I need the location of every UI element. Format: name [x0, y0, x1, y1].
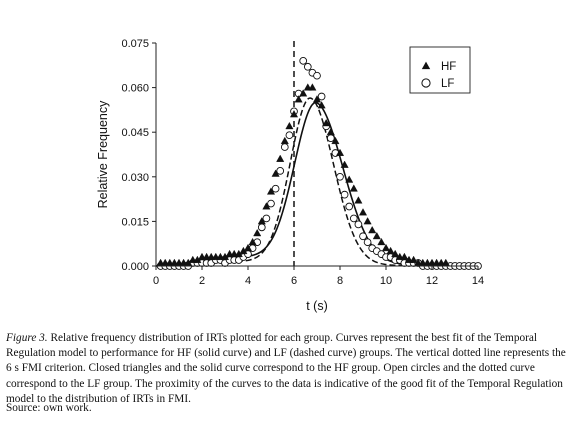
- hf-point: [299, 89, 308, 97]
- hf-point: [276, 154, 285, 162]
- x-tick-label: 0: [153, 275, 159, 287]
- x-axis-title: t (s): [306, 299, 328, 313]
- hf-point: [349, 184, 358, 192]
- x-tick-label: 6: [291, 275, 297, 287]
- lf-point: [276, 167, 285, 175]
- y-tick-label: 0.060: [121, 83, 149, 95]
- hf-point: [340, 160, 349, 168]
- y-tick-label: 0.000: [121, 261, 149, 273]
- hf-point: [400, 252, 409, 261]
- hf-point: [372, 231, 381, 240]
- legend-lf-marker: [421, 78, 431, 88]
- lf-point: [354, 220, 363, 229]
- y-tick-label: 0.015: [121, 216, 149, 228]
- hf-point: [381, 243, 391, 252]
- hf-point: [322, 118, 331, 127]
- hf-point: [312, 95, 322, 103]
- hf-point: [358, 208, 368, 216]
- hf-point: [248, 237, 257, 246]
- hf-point: [308, 83, 317, 91]
- lf-point: [349, 214, 358, 223]
- x-tick-label: 14: [472, 275, 484, 287]
- legend-hf-label: HF: [441, 61, 456, 73]
- legend-hf-marker: [421, 61, 431, 70]
- hf-point: [266, 187, 276, 195]
- lf-point: [257, 223, 266, 232]
- legend-box: [409, 46, 471, 94]
- lf-point: [267, 199, 275, 208]
- lf-point: [262, 214, 271, 223]
- x-tick-label: 12: [426, 275, 438, 287]
- relative-frequency-chart: 0 2 4 6 8 10 12 14 0.000 0.015 0.030 0.045 0.060 0.07…: [96, 38, 484, 313]
- hf-point: [326, 127, 335, 136]
- lf-point: [313, 71, 321, 80]
- hf-point: [335, 148, 345, 156]
- legend-lf-label: LF: [441, 78, 454, 90]
- lf-point: [299, 56, 308, 65]
- lf-point: [285, 131, 294, 140]
- lf-point: [345, 202, 354, 211]
- x-tick-label: 4: [245, 275, 251, 287]
- figure-caption: Figure 3. Relative frequency distributio…: [6, 331, 574, 407]
- lf-fit-curve: [155, 97, 478, 267]
- hf-point: [386, 246, 395, 255]
- hf-point: [243, 243, 253, 252]
- lf-point: [326, 134, 335, 142]
- hf-point: [289, 110, 299, 118]
- hf-point: [345, 175, 354, 183]
- hf-fit-curve: [155, 101, 478, 267]
- y-tick-label: 0.030: [121, 172, 149, 184]
- hf-point: [257, 217, 266, 225]
- hf-point: [285, 121, 294, 130]
- hf-point: [280, 136, 289, 145]
- hf-point: [363, 217, 372, 225]
- hf-point: [253, 228, 262, 237]
- hf-point: [317, 101, 326, 109]
- hf-point: [377, 237, 386, 246]
- x-tick-label: 8: [337, 275, 343, 287]
- lf-point: [363, 238, 372, 247]
- hf-point: [294, 95, 303, 103]
- figure-label: Figure 3.: [6, 332, 48, 344]
- caption-text: Relative frequency distribution of IRTs …: [6, 332, 566, 405]
- y-tick-label: 0.045: [121, 127, 149, 139]
- source-note: Source: own work.: [6, 402, 92, 414]
- lf-point: [280, 143, 289, 151]
- hf-point: [409, 255, 418, 263]
- lf-point: [340, 190, 349, 199]
- lf-point: [359, 232, 367, 241]
- hf-point: [354, 196, 363, 204]
- lf-point: [271, 184, 280, 193]
- hf-point: [368, 226, 377, 234]
- hf-point: [391, 249, 400, 258]
- lf-point: [317, 92, 326, 101]
- hf-point: [331, 136, 340, 145]
- y-axis-title: Relative Frequency: [96, 100, 110, 208]
- lf-point: [336, 172, 344, 181]
- x-tick-label: 10: [380, 275, 392, 287]
- hf-point: [262, 202, 271, 210]
- hf-point: [271, 169, 280, 177]
- y-tick-label: 0.075: [121, 38, 149, 50]
- lf-point: [303, 62, 312, 71]
- x-tick-label: 2: [199, 275, 205, 287]
